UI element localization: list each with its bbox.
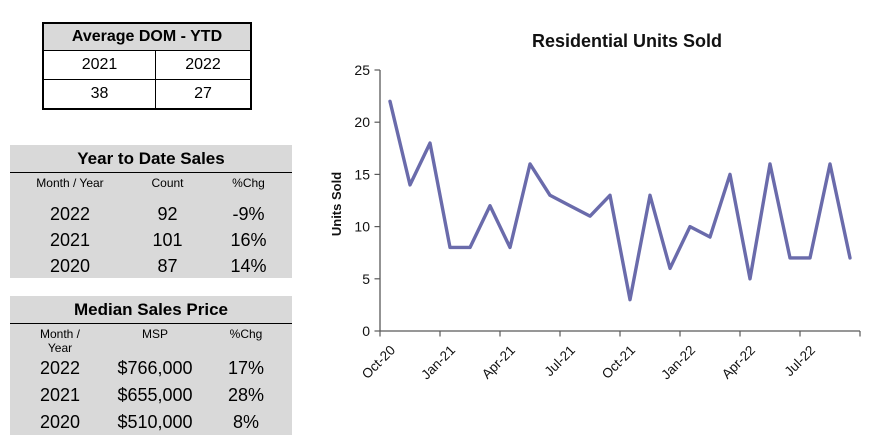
pct-chg-cell: 14%: [230, 256, 267, 276]
table-header-row: Month / Year Count %Chg: [10, 173, 292, 196]
table-body: 2022 92 -9% 2021 101 16% 2020 87 14%: [10, 201, 292, 279]
table-row: 2022 $766,000 17%: [10, 355, 292, 382]
table-body: 2022 $766,000 17% 2021 $655,000 28% 2020…: [10, 355, 292, 436]
units-sold-line-series: [388, 99, 852, 302]
table-row: 2020 87 14%: [10, 253, 292, 279]
avg-dom-table-title: Average DOM - YTD: [44, 24, 250, 51]
chart-title: Residential Units Sold: [532, 31, 722, 51]
year-cell: 2021: [39, 385, 81, 405]
year-cell: 2021: [49, 230, 91, 250]
avg-dom-header-2022: 2022: [155, 51, 250, 79]
y-axis-tick-label: 25: [354, 62, 370, 78]
avg-dom-value-2021: 38: [44, 79, 155, 108]
table-row: 2021 101 16%: [10, 227, 292, 253]
year-cell: 2022: [39, 358, 81, 378]
table-row: 2021 2022: [44, 51, 250, 79]
x-axis: Oct-20 Jan-21 Apr-21 Jul-21 Oct-21 Jan-22 Apr-…: [359, 331, 861, 383]
msp-cell: $655,000: [117, 385, 193, 405]
column-header: Month / Year: [36, 176, 104, 190]
count-cell: 92: [157, 204, 178, 224]
msp-cell: $766,000: [117, 358, 193, 378]
ytd-sales-table-title: Year to Date Sales: [10, 145, 292, 173]
avg-dom-header-2021: 2021: [81, 56, 118, 73]
x-axis-label: Jul-22: [782, 343, 819, 380]
table-row: 2020 $510,000 8%: [10, 409, 292, 436]
column-header: Count: [151, 176, 184, 190]
msp-cell: $510,000: [117, 412, 193, 432]
ytd-sales-table: Year to Date Sales Month / Year Count %C…: [10, 145, 292, 278]
count-cell: 101: [152, 230, 183, 250]
table-row: 38 27: [44, 79, 250, 108]
x-axis-label: Oct-20: [359, 343, 398, 382]
median-sales-price-table-title: Median Sales Price: [10, 296, 292, 324]
column-header: %Chg: [229, 327, 263, 341]
x-axis-label: Jul-21: [542, 343, 579, 380]
y-axis-tick-label: 0: [362, 323, 370, 339]
pct-chg-cell: 28%: [227, 385, 265, 405]
avg-dom-table: Average DOM - YTD 2021 2022 38 27: [42, 22, 252, 110]
year-cell: 2020: [39, 412, 81, 432]
column-header: %Chg: [232, 176, 265, 190]
pct-chg-cell: -9%: [232, 204, 265, 224]
pct-chg-cell: 16%: [230, 230, 267, 250]
x-axis-label: Jan-21: [418, 343, 458, 383]
y-axis-tick-label: 20: [354, 114, 370, 130]
count-cell: 87: [157, 256, 178, 276]
y-axis-tick-label: 15: [354, 166, 370, 182]
y-axis-tick-label: 10: [354, 219, 370, 235]
median-sales-price-table: Median Sales Price Month / Year MSP %Chg…: [10, 296, 292, 435]
pct-chg-cell: 8%: [232, 412, 259, 432]
y-axis-title: Units Sold: [330, 172, 344, 236]
avg-dom-value-2022: 27: [155, 79, 250, 108]
pct-chg-cell: 17%: [227, 358, 265, 378]
x-axis-label: Apr-21: [479, 343, 518, 382]
table-row: 2022 92 -9%: [10, 201, 292, 227]
x-axis-label: Oct-21: [599, 343, 638, 382]
x-axis-label: Apr-22: [719, 343, 758, 382]
table-row: 2021 $655,000 28%: [10, 382, 292, 409]
column-header: Month / Year: [39, 327, 81, 355]
year-cell: 2020: [49, 256, 91, 276]
y-axis: 0 5 10 15 20 25: [354, 62, 380, 339]
table-header-row: Month / Year MSP %Chg: [10, 324, 292, 355]
y-axis-tick-label: 5: [362, 271, 370, 287]
x-axis-label: Jan-22: [658, 343, 698, 383]
units-sold-chart: Residential Units Sold Units Sold 0 5 10 15…: [330, 31, 861, 383]
column-header: MSP: [141, 327, 168, 341]
year-cell: 2022: [49, 204, 91, 224]
